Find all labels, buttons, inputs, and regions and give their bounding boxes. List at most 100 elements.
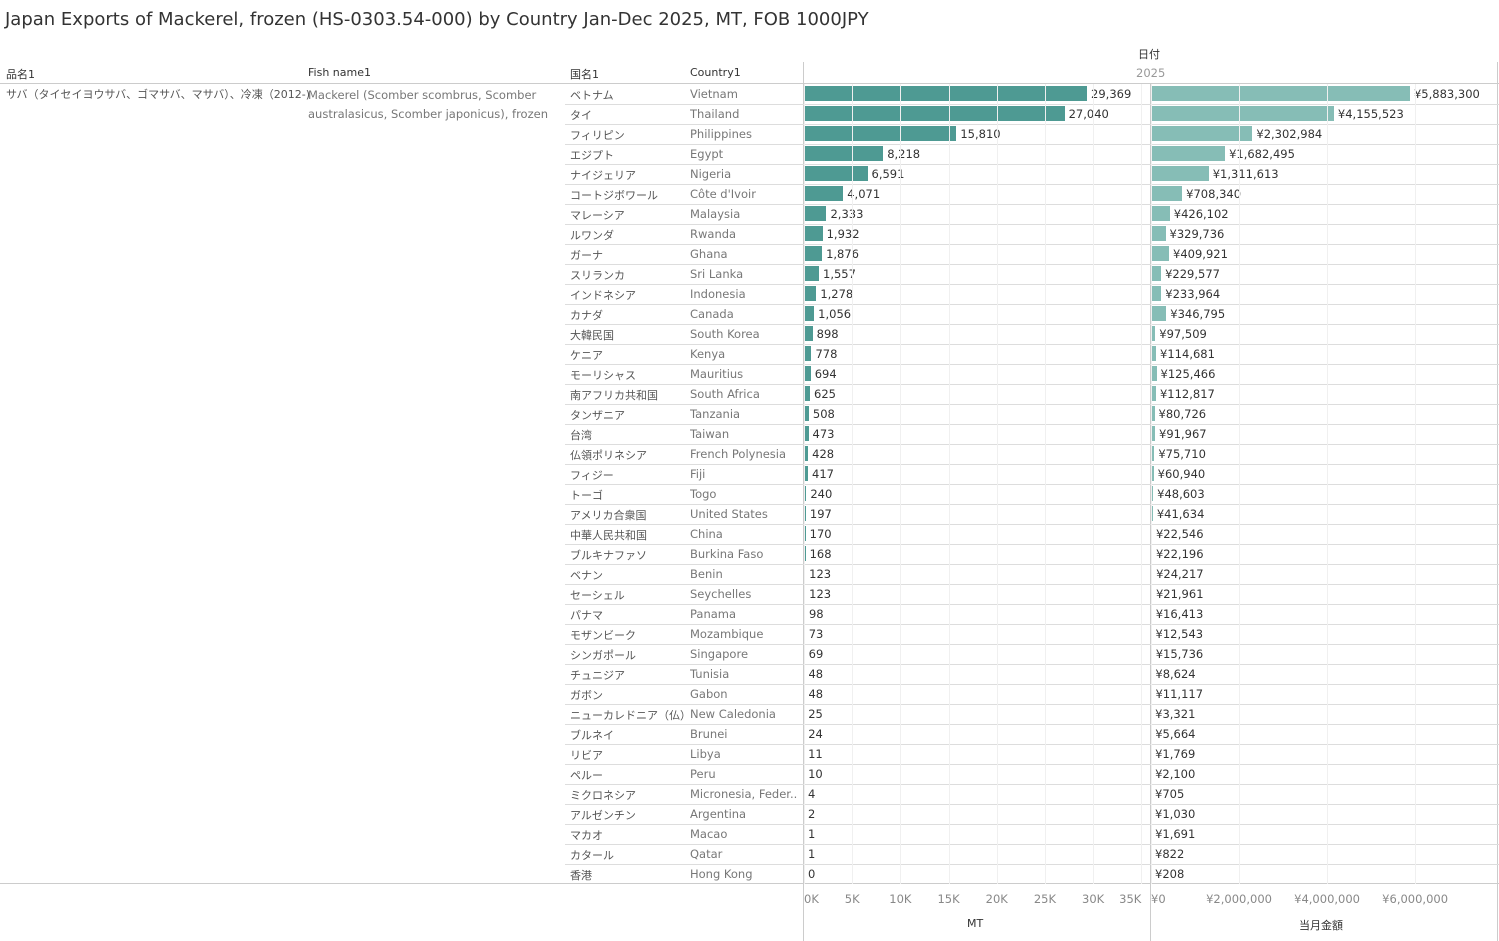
row-divider	[565, 664, 1499, 665]
value-bar	[1151, 366, 1157, 381]
row-divider	[565, 524, 1499, 525]
row-divider	[565, 164, 1499, 165]
axis-tick-label: 30K	[1082, 892, 1105, 906]
country-en-cell: South Africa	[690, 387, 760, 401]
country-en-cell: United States	[690, 507, 768, 521]
country-jp-cell: ガボン	[570, 689, 603, 702]
item-jp-header: 品名1	[6, 68, 35, 81]
country-en-cell: Brunei	[690, 727, 728, 741]
mt-label: 27,040	[1068, 107, 1109, 121]
row-divider	[565, 684, 1499, 685]
mt-label: 170	[809, 527, 832, 541]
row-divider	[565, 504, 1499, 505]
row-divider	[565, 764, 1499, 765]
country-jp-cell: リビア	[570, 749, 603, 762]
mt-label: 123	[809, 567, 832, 581]
value-label: ¥1,682,495	[1229, 147, 1295, 161]
country-jp-cell: カナダ	[570, 309, 603, 322]
country-jp-cell: パナマ	[570, 609, 603, 622]
value-label: ¥329,736	[1169, 227, 1225, 241]
country-jp-cell: マカオ	[570, 829, 603, 842]
mt-axis-title: MT	[967, 917, 984, 930]
row-divider	[565, 124, 1499, 125]
row-divider	[565, 344, 1499, 345]
axis-tick-label: 0K	[804, 892, 819, 906]
country-jp-cell: ガーナ	[570, 249, 603, 262]
mt-bar	[804, 446, 809, 461]
value-label: ¥112,817	[1159, 387, 1215, 401]
country-en-header: Country1	[690, 66, 741, 79]
mt-bar	[804, 406, 809, 421]
country-jp-cell: モザンビーク	[570, 629, 636, 642]
gridline	[1415, 84, 1417, 884]
axis-tick-label: ¥0	[1151, 892, 1166, 906]
mt-bar	[804, 326, 813, 341]
axis-tick-label: 20K	[985, 892, 1008, 906]
value-bar	[1151, 446, 1155, 461]
row-divider	[565, 824, 1499, 825]
mt-bar	[804, 86, 1088, 101]
mt-bar	[804, 166, 868, 181]
country-jp-cell: ブルネイ	[570, 729, 614, 742]
axis-tick-label: 10K	[889, 892, 912, 906]
country-jp-cell: 香港	[570, 869, 592, 882]
mt-bar	[804, 306, 815, 321]
row-divider	[565, 604, 1499, 605]
mt-bar	[804, 486, 807, 501]
value-label: ¥229,577	[1165, 267, 1220, 281]
value-bar	[1151, 186, 1183, 201]
country-jp-cell: スリランカ	[570, 269, 625, 282]
country-en-cell: New Caledonia	[690, 707, 776, 721]
chart-title: Japan Exports of Mackerel, frozen (HS-03…	[5, 9, 869, 30]
value-label: ¥1,691	[1155, 827, 1196, 841]
country-en-cell: French Polynesia	[690, 447, 787, 461]
mt-label: 473	[812, 427, 835, 441]
value-label: ¥1,030	[1155, 807, 1196, 821]
row-divider	[565, 624, 1499, 625]
value-label: ¥426,102	[1173, 207, 1229, 221]
value-bar	[1151, 266, 1162, 281]
mt-bar	[804, 226, 823, 241]
row-divider	[565, 384, 1499, 385]
right-border	[1497, 62, 1498, 941]
mt-label: 1,876	[826, 247, 860, 261]
mt-bar	[804, 266, 819, 281]
row-divider	[565, 184, 1499, 185]
table-bottom-line	[0, 883, 1499, 884]
row-divider	[565, 264, 1499, 265]
country-en-cell: Sri Lanka	[690, 267, 744, 281]
gridline	[1239, 84, 1241, 884]
header-divider	[0, 83, 1499, 84]
value-label: ¥3,321	[1155, 707, 1196, 721]
row-divider	[565, 804, 1499, 805]
country-jp-cell: エジプト	[570, 149, 614, 162]
country-jp-cell: ベトナム	[570, 89, 614, 102]
value-label: ¥2,100	[1155, 767, 1196, 781]
country-jp-cell: フィジー	[570, 469, 614, 482]
value-bar	[1151, 206, 1170, 221]
country-en-cell: Fiji	[690, 467, 706, 481]
country-en-cell: Libya	[690, 747, 721, 761]
country-en-cell: South Korea	[690, 327, 760, 341]
country-en-cell: Argentina	[690, 807, 747, 821]
row-divider	[565, 204, 1499, 205]
value-bar	[1151, 406, 1155, 421]
country-jp-cell: コートジボワール	[570, 189, 658, 202]
country-jp-cell: ペルー	[570, 769, 603, 782]
mt-label: 48	[808, 667, 824, 681]
axis-tick-label: ¥6,000,000	[1382, 892, 1449, 906]
mt-bar	[804, 206, 827, 221]
value-label: ¥705	[1155, 787, 1185, 801]
mt-label: 508	[812, 407, 835, 421]
value-label: ¥409,921	[1173, 247, 1228, 261]
value-label: ¥4,155,523	[1337, 107, 1404, 121]
gridline	[900, 84, 902, 884]
row-divider	[565, 284, 1499, 285]
mt-label: 98	[808, 607, 824, 621]
gridline	[1141, 84, 1143, 884]
item-jp-cell: サバ（タイセイヨウサバ、ゴマサバ、マサバ）、冷凍（2012-)	[6, 88, 310, 101]
row-divider	[565, 704, 1499, 705]
gridline	[996, 84, 998, 884]
row-divider	[565, 544, 1499, 545]
country-jp-header: 国名1	[570, 68, 599, 81]
